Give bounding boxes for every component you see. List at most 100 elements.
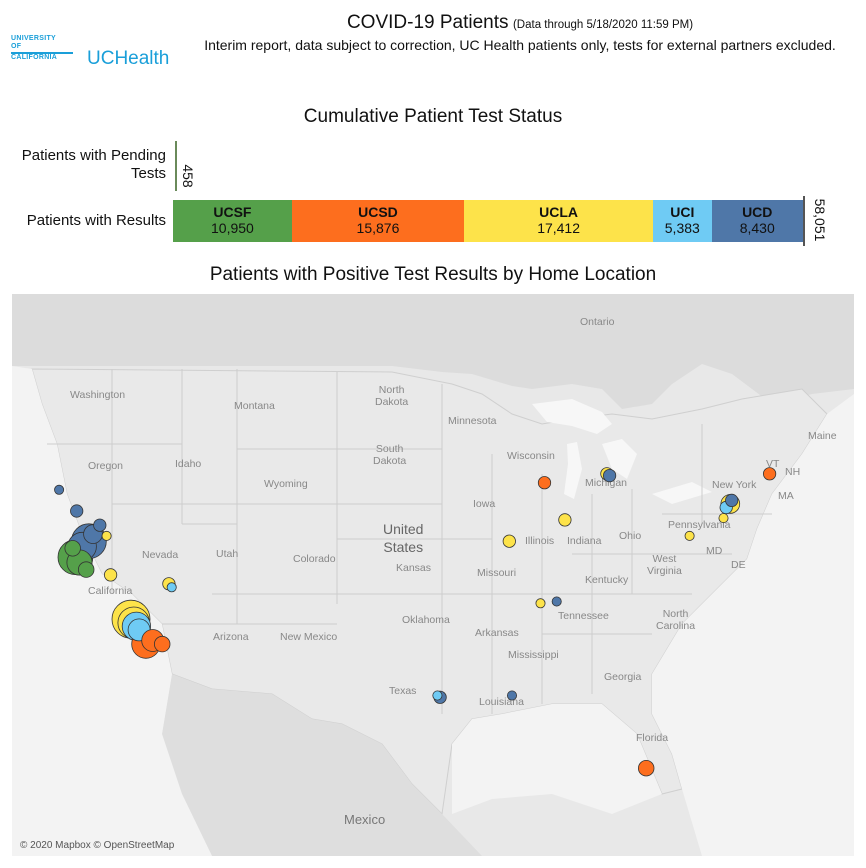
map-label-north-dakota: North Dakota <box>375 384 409 408</box>
map-label-michigan: Michigan <box>585 477 628 489</box>
map-point-ucd[interactable] <box>551 596 562 607</box>
map-point-ucsd[interactable] <box>762 467 777 481</box>
map-point-ucsd[interactable] <box>638 760 655 777</box>
report-header: COVID-19 Patients (Data through 5/18/202… <box>180 12 860 54</box>
map-label-wyoming: Wyoming <box>264 478 308 490</box>
map-label-minnesota: Minnesota <box>448 415 497 427</box>
report-title: COVID-19 Patients <box>346 12 509 33</box>
map-label-vt: VT <box>766 458 780 470</box>
map-point-ucla[interactable] <box>101 530 112 541</box>
map-label-pennsylvania: Pennsylvania <box>668 519 731 531</box>
segment-name: UCSD <box>358 204 398 220</box>
bar-segment-ucd[interactable]: UCD 8,430 <box>711 200 803 242</box>
segment-value: 15,876 <box>356 220 400 236</box>
bar-segment-ucsd[interactable]: UCSD 15,876 <box>291 200 465 242</box>
map-label-oklahoma: Oklahoma <box>402 614 450 626</box>
logo-line-1: UNIVERSITY <box>11 35 57 42</box>
map-point-ucsd[interactable] <box>153 635 171 653</box>
map-point-ucd[interactable] <box>54 484 65 495</box>
map-label-colorado: Colorado <box>293 553 336 565</box>
map-label-nevada: Nevada <box>142 549 179 561</box>
map-label-oregon: Oregon <box>88 460 124 472</box>
segment-name: UCSF <box>213 204 252 220</box>
uc-health-logo: UNIVERSITY OF CALIFORNIA UCHealth <box>11 35 181 71</box>
map-label-indiana: Indiana <box>567 535 602 547</box>
pending-bar <box>175 141 177 191</box>
uc-logo-mark: UNIVERSITY OF CALIFORNIA <box>11 35 73 65</box>
map-label-west-virginia: West Virginia <box>647 553 682 577</box>
map-label-arkansas: Arkansas <box>475 627 519 639</box>
map-label-nh: NH <box>785 466 801 478</box>
map-label-md: MD <box>706 545 723 557</box>
bar-segment-ucla[interactable]: UCLA 17,412 <box>464 200 654 242</box>
row-label-results: Patients with Results <box>26 212 166 229</box>
map-label-florida: Florida <box>636 732 669 744</box>
map-label-kansas: Kansas <box>396 562 432 574</box>
map-label-de: DE <box>731 559 746 571</box>
bar-chart-title: Cumulative Patient Test Status <box>303 106 563 127</box>
positive-results-map[interactable]: Ontario Washington Montana North Dakota … <box>12 294 854 856</box>
map-point-ucd[interactable] <box>602 469 617 483</box>
map-label-mexico: Mexico <box>344 812 386 827</box>
map-label-washington: Washington <box>70 389 126 401</box>
map-point-ucd[interactable] <box>725 493 739 507</box>
map-label-maine: Maine <box>808 430 837 442</box>
map-point-ucd[interactable] <box>70 504 84 518</box>
map-label-new-mexico: New Mexico <box>280 631 338 643</box>
map-label-arizona: Arizona <box>213 631 249 643</box>
map-label-texas: Texas <box>389 685 417 697</box>
map-label-mississippi: Mississippi <box>508 649 559 661</box>
map-label-united-states: United States <box>383 521 424 555</box>
map-label-ontario: Ontario <box>580 316 615 328</box>
map-point-ucsf[interactable] <box>64 540 81 557</box>
map-point-ucd[interactable] <box>93 518 107 532</box>
map-label-wisconsin: Wisconsin <box>507 450 555 462</box>
segment-value: 8,430 <box>739 220 775 236</box>
logo-line-2: OF <box>11 43 22 50</box>
map-point-ucla[interactable] <box>684 530 695 541</box>
map-point-ucd[interactable] <box>506 690 517 701</box>
map-label-ma: MA <box>778 490 794 502</box>
map-label-georgia: Georgia <box>604 671 642 683</box>
segment-value: 5,383 <box>664 220 700 236</box>
map-point-ucla[interactable] <box>502 534 516 548</box>
map-points-layer <box>54 467 777 777</box>
map-label-new-york: New York <box>712 479 757 491</box>
map-label-illinois: Illinois <box>525 535 555 547</box>
map-point-ucla[interactable] <box>535 598 546 609</box>
map-label-montana: Montana <box>234 400 275 412</box>
map-point-ucla[interactable] <box>558 513 572 527</box>
bar-segment-ucsf[interactable]: UCSF 10,950 <box>173 200 292 242</box>
map-point-uci[interactable] <box>166 582 177 593</box>
map-label-south-dakota: South Dakota <box>373 443 407 467</box>
map-label-california: California <box>88 585 133 597</box>
map-point-ucsf[interactable] <box>77 561 95 578</box>
segment-name: UCD <box>742 204 773 220</box>
pending-total-label: 458 <box>180 164 196 188</box>
map-point-ucla[interactable] <box>104 568 118 582</box>
row-label-pending: Patients with Pending Tests <box>21 147 166 182</box>
report-date: (Data through 5/18/2020 11:59 PM) <box>512 19 694 31</box>
segment-value: 10,950 <box>211 220 254 236</box>
logo-wordmark: UCHealth <box>87 48 170 69</box>
map-label-kentucky: Kentucky <box>585 574 629 586</box>
segment-name: UCI <box>670 204 695 220</box>
results-stacked-bar: UCSF 10,950 UCSD 15,876 UCLA 17,412 UCI 5,383 UC… <box>173 200 803 242</box>
map-label-iowa: Iowa <box>473 498 496 510</box>
map-label-north-carolina: North Carolina <box>656 608 696 632</box>
map-point-ucsd[interactable] <box>537 476 552 490</box>
map-point-uci[interactable] <box>432 690 443 701</box>
map-point-ucla[interactable] <box>718 513 729 524</box>
map-label-utah: Utah <box>216 548 239 560</box>
map-title: Patients with Positive Test Results by H… <box>209 264 657 285</box>
bar-segment-uci[interactable]: UCI 5,383 <box>653 200 712 242</box>
segment-value: 17,412 <box>537 220 581 236</box>
results-total-label: 58,051 <box>812 198 828 242</box>
map-label-missouri: Missouri <box>477 567 517 579</box>
map-credit: © 2020 Mapbox © OpenStreetMap <box>20 840 175 851</box>
map-label-idaho: Idaho <box>175 458 202 470</box>
logo-line-3: CALIFORNIA <box>11 52 73 62</box>
results-total-marker <box>803 196 805 246</box>
map-label-ohio: Ohio <box>619 530 642 542</box>
segment-name: UCLA <box>539 204 579 220</box>
